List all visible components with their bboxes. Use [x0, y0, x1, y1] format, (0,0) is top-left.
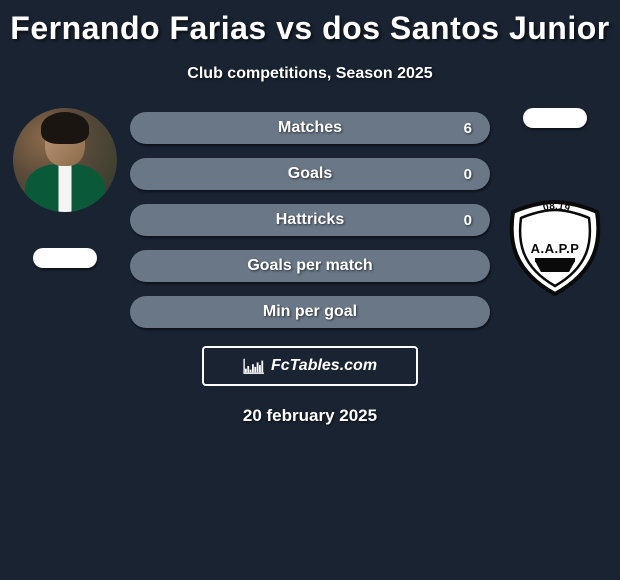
stat-label: Goals per match	[247, 257, 372, 275]
player-right-club-pill[interactable]	[523, 108, 587, 128]
stat-label: Matches	[278, 119, 342, 137]
player-left-column	[10, 108, 120, 268]
branding-box[interactable]: FcTables.com	[202, 346, 418, 386]
stat-label: Goals	[288, 165, 332, 183]
subtitle: Club competitions, Season 2025	[0, 65, 620, 83]
page-title: Fernando Farias vs dos Santos Junior	[0, 0, 620, 47]
stats-column: Matches 6 Goals 0 Hattricks 0 Goals per …	[130, 112, 490, 328]
stat-row-min-per-goal[interactable]: Min per goal	[130, 296, 490, 328]
stat-row-goals[interactable]: Goals 0	[130, 158, 490, 190]
player-left-avatar[interactable]	[13, 108, 117, 212]
club-shield-icon: .08.19 A.A.P.P	[505, 198, 605, 298]
stat-row-matches[interactable]: Matches 6	[130, 112, 490, 144]
stat-label: Hattricks	[276, 211, 344, 229]
bar-chart-icon	[243, 357, 265, 375]
stat-row-goals-per-match[interactable]: Goals per match	[130, 250, 490, 282]
stat-value-right: 6	[464, 120, 472, 137]
stat-label: Min per goal	[263, 303, 357, 321]
player-right-club-badge[interactable]: .08.19 A.A.P.P	[503, 196, 607, 300]
branding-text: FcTables.com	[271, 357, 377, 375]
date-text: 20 february 2025	[0, 406, 620, 426]
svg-text:A.A.P.P: A.A.P.P	[531, 241, 580, 256]
stat-row-hattricks[interactable]: Hattricks 0	[130, 204, 490, 236]
player-left-club-pill[interactable]	[33, 248, 97, 268]
player-right-column: .08.19 A.A.P.P	[500, 108, 610, 300]
avatar-illustration	[13, 108, 117, 212]
stat-value-right: 0	[464, 166, 472, 183]
comparison-layout: Matches 6 Goals 0 Hattricks 0 Goals per …	[0, 83, 620, 328]
stat-value-right: 0	[464, 212, 472, 229]
